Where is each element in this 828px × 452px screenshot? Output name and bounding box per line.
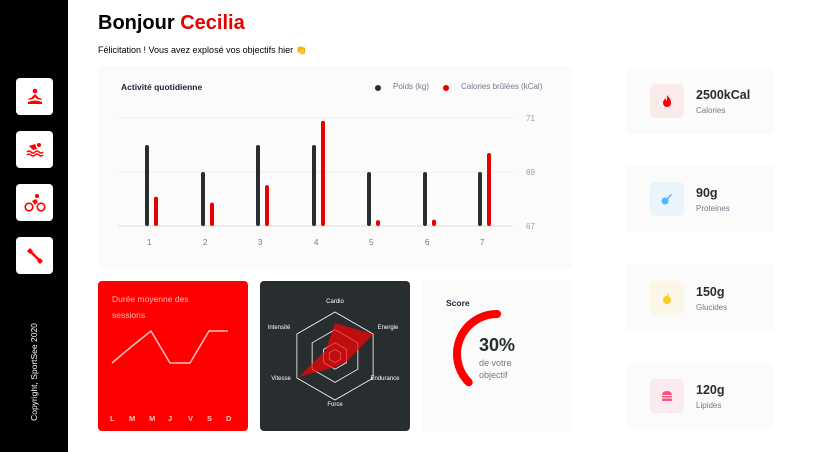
swimming-icon bbox=[25, 142, 44, 157]
cycling-icon bbox=[23, 193, 46, 212]
legend-calories-dot bbox=[443, 85, 449, 91]
key-data-value: 150g bbox=[696, 285, 725, 299]
day-label: J bbox=[168, 414, 173, 423]
weight-bar[interactable] bbox=[256, 145, 260, 226]
day-label: V bbox=[188, 414, 194, 423]
score-caption-line1: de votre bbox=[479, 358, 512, 368]
key-data-card-lipides: 120g Lipides bbox=[626, 363, 774, 429]
key-data-label: Glucides bbox=[696, 303, 728, 312]
calories-bar[interactable] bbox=[210, 202, 214, 226]
legend-calories: Calories brûlées (kCal) bbox=[461, 82, 543, 91]
weight-bar[interactable] bbox=[423, 172, 427, 226]
dumbbell-icon bbox=[26, 247, 43, 264]
day-label: D bbox=[226, 414, 232, 423]
calories-bar[interactable] bbox=[321, 120, 325, 226]
activity-title: Activité quotidienne bbox=[121, 82, 203, 92]
legend-weight: Poids (kg) bbox=[393, 82, 430, 91]
chicken-icon bbox=[661, 194, 672, 205]
calories-bar[interactable] bbox=[376, 220, 380, 226]
fire-icon bbox=[663, 95, 671, 107]
radar-area bbox=[298, 323, 374, 378]
y-tick: 69 bbox=[526, 168, 535, 177]
weight-bar[interactable] bbox=[201, 172, 205, 226]
performance-card: Cardio Energie Endurance Force Vitesse Intens… bbox=[260, 281, 410, 431]
burger-icon bbox=[662, 391, 672, 401]
key-data-card-calories: 2500kCal Calories bbox=[626, 68, 774, 134]
x-tick: 6 bbox=[425, 238, 430, 247]
y-tick: 67 bbox=[526, 222, 535, 231]
calories-bar[interactable] bbox=[487, 153, 491, 226]
radar-label: Force bbox=[327, 402, 343, 408]
activity-bar-chart bbox=[118, 117, 513, 227]
score-title: Score bbox=[446, 298, 470, 308]
score-caption-line2: objectif bbox=[479, 370, 508, 380]
x-tick: 1 bbox=[147, 238, 152, 247]
radar-label: Energie bbox=[377, 325, 399, 331]
key-data-label: Proteines bbox=[696, 204, 730, 213]
day-label: S bbox=[207, 414, 213, 423]
x-tick: 2 bbox=[203, 238, 208, 247]
day-label: M bbox=[129, 414, 136, 423]
calories-bar[interactable] bbox=[154, 196, 158, 226]
radar-label: Endurance bbox=[370, 376, 400, 382]
calories-bar[interactable] bbox=[265, 185, 269, 226]
performance-radar-chart bbox=[296, 311, 374, 401]
legend-weight-dot bbox=[375, 85, 381, 91]
day-label: M bbox=[149, 414, 156, 423]
day-label: L bbox=[110, 414, 115, 423]
sidebar-item-yoga[interactable] bbox=[16, 78, 53, 115]
x-tick: 4 bbox=[314, 238, 319, 247]
key-data-label: Lipides bbox=[696, 401, 722, 410]
yoga-icon bbox=[27, 88, 42, 104]
page-title: Bonjour Cecilia bbox=[98, 12, 245, 35]
sessions-line bbox=[111, 330, 228, 364]
user-name: Cecilia bbox=[180, 12, 245, 34]
apple-icon bbox=[663, 293, 671, 304]
key-data-value: 120g bbox=[696, 383, 725, 397]
score-caption: de votre objectif bbox=[479, 357, 512, 381]
weight-bar[interactable] bbox=[478, 172, 482, 226]
key-data-icon-box bbox=[650, 379, 684, 413]
radar-label: Cardio bbox=[326, 299, 344, 305]
sidebar-item-swimming[interactable] bbox=[16, 131, 53, 168]
sidebar-item-weights[interactable] bbox=[16, 237, 53, 274]
sessions-card: Durée moyenne des sessions L M M J V S D bbox=[98, 281, 248, 431]
subtitle: Félicitation ! Vous avez explosé vos obj… bbox=[98, 45, 307, 55]
x-tick: 3 bbox=[258, 238, 263, 247]
key-data-value: 2500kCal bbox=[696, 88, 751, 102]
key-data-icon-box bbox=[650, 281, 684, 315]
score-radial-chart bbox=[453, 310, 501, 387]
radar-label: Vitesse bbox=[271, 376, 291, 382]
sessions-title: Durée moyenne des sessions bbox=[112, 294, 189, 320]
key-data-label: Calories bbox=[696, 106, 726, 115]
score-arc bbox=[453, 310, 501, 387]
key-data-icon-box bbox=[650, 84, 684, 118]
sessions-line-chart bbox=[111, 330, 228, 364]
sidebar: Copyright, SportSee 2020 bbox=[0, 0, 68, 452]
key-data-icon-box bbox=[650, 182, 684, 216]
greeting: Bonjour bbox=[98, 12, 175, 34]
weight-bar[interactable] bbox=[145, 145, 149, 226]
sidebar-item-cycling[interactable] bbox=[16, 184, 53, 221]
copyright: Copyright, SportSee 2020 bbox=[29, 323, 39, 421]
weight-bar[interactable] bbox=[312, 145, 316, 226]
score-value: 30% bbox=[479, 335, 516, 355]
weight-bar[interactable] bbox=[367, 172, 371, 226]
radar-label: Intensité bbox=[267, 325, 291, 331]
calories-bar[interactable] bbox=[432, 219, 436, 226]
activity-chart-card: Activité quotidienne Poids (kg) Calories… bbox=[98, 66, 572, 269]
key-data-value: 90g bbox=[696, 186, 718, 200]
key-data-card-proteines: 90g Proteines bbox=[626, 166, 774, 232]
score-card: Score 30% de votre objectif bbox=[422, 281, 572, 431]
x-tick: 7 bbox=[480, 238, 485, 247]
x-tick: 5 bbox=[369, 238, 374, 247]
y-tick: 71 bbox=[526, 114, 535, 123]
key-data-card-glucides: 150g Glucides bbox=[626, 265, 774, 331]
